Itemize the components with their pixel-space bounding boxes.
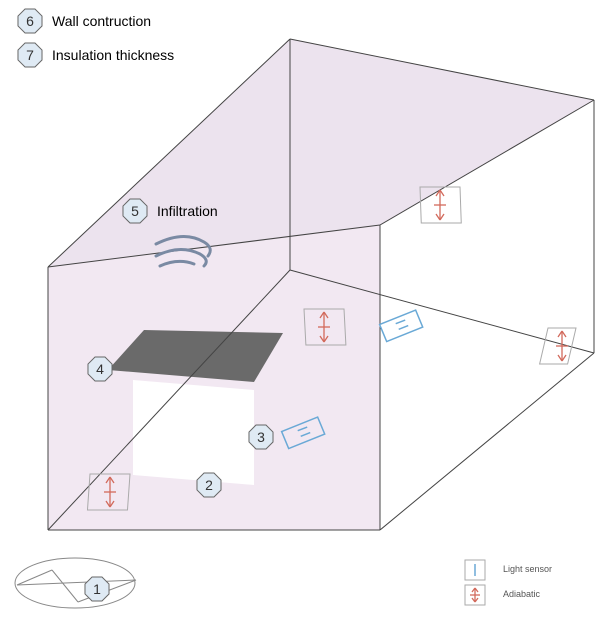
badge-5-label: Infiltration bbox=[157, 203, 218, 219]
adiabatic-icon bbox=[540, 328, 576, 364]
legend-adiabatic-icon bbox=[465, 585, 485, 605]
badge-3: 3 bbox=[249, 425, 273, 449]
badge-6: 6 bbox=[18, 9, 42, 33]
svg-text:3: 3 bbox=[257, 429, 265, 445]
legend-adiabatic-label: Adiabatic bbox=[503, 589, 540, 599]
badge-7: 7 bbox=[18, 43, 42, 67]
room-diagram: 1 2 3 4 5 6 7 bbox=[0, 0, 603, 639]
svg-text:1: 1 bbox=[93, 581, 101, 597]
badge-5: 5 bbox=[123, 199, 147, 223]
legend-light-sensor-icon bbox=[465, 560, 485, 580]
svg-text:6: 6 bbox=[26, 13, 34, 29]
badge-6-label: Wall contruction bbox=[52, 13, 151, 29]
badge-4: 4 bbox=[88, 357, 112, 381]
badge-7-label: Insulation thickness bbox=[52, 47, 174, 63]
badge-1: 1 bbox=[85, 577, 109, 601]
svg-text:4: 4 bbox=[96, 361, 104, 377]
legend-light-sensor-label: Light sensor bbox=[503, 564, 552, 574]
svg-text:7: 7 bbox=[26, 47, 34, 63]
svg-text:5: 5 bbox=[131, 203, 139, 219]
svg-text:2: 2 bbox=[205, 477, 213, 493]
light-sensor-icon bbox=[378, 309, 424, 342]
badge-2: 2 bbox=[197, 473, 221, 497]
